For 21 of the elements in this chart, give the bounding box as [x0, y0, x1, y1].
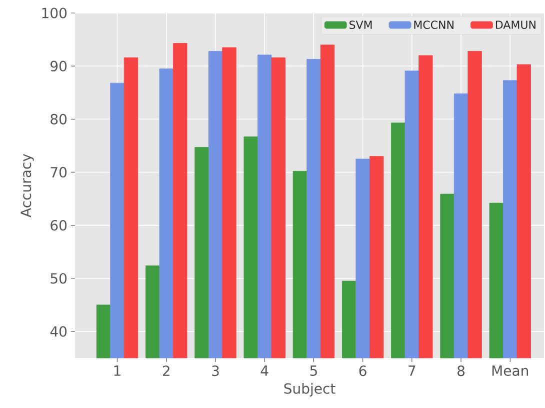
- x-tick-label: 4: [260, 366, 268, 376]
- x-tick-label: 1: [114, 366, 120, 376]
- y-axis-title: Accuracy: [20, 154, 34, 218]
- y-tick-label: 50: [50, 273, 67, 284]
- x-tick-label: 5: [310, 366, 317, 376]
- y-tick-label: 70: [50, 166, 67, 178]
- legend-label: SVM: [350, 20, 372, 29]
- y-tick-label: 40: [50, 326, 67, 337]
- x-tick-label: 2: [162, 366, 170, 376]
- x-tick-label: 7: [408, 366, 416, 376]
- y-tick-label: 80: [50, 114, 67, 124]
- y-tick-label: 100: [42, 8, 67, 18]
- x-tick-label: Mean: [492, 366, 528, 376]
- x-tick-label: 6: [359, 366, 366, 376]
- x-tick-label: 3: [212, 366, 219, 376]
- y-tick-label: 60: [50, 220, 67, 231]
- y-tick-label: 90: [50, 60, 67, 72]
- x-tick-label: 8: [458, 366, 465, 376]
- legend-label: MCCNN: [414, 20, 454, 29]
- legend-label: DAMUN: [496, 20, 536, 29]
- x-axis-title: Subject: [284, 382, 336, 397]
